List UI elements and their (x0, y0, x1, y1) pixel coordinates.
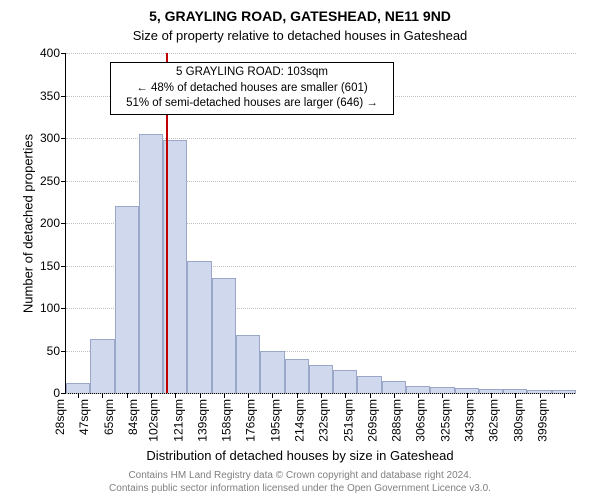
x-tick-label: 325sqm (438, 399, 452, 442)
x-tick-mark (248, 393, 249, 398)
y-tick-mark (61, 266, 66, 267)
y-tick-mark (61, 181, 66, 182)
x-tick-mark (467, 393, 468, 398)
histogram-bar (357, 376, 381, 393)
x-tick-mark (418, 393, 419, 398)
x-tick-mark (394, 393, 395, 398)
y-tick-label: 350 (40, 89, 60, 103)
footer-line1: Contains HM Land Registry data © Crown c… (0, 470, 600, 481)
histogram-bar (187, 261, 211, 393)
histogram-bar (382, 381, 406, 393)
x-tick-label: 28sqm (53, 399, 67, 435)
x-axis-label: Distribution of detached houses by size … (0, 448, 600, 463)
x-tick-mark (515, 393, 516, 398)
x-tick-label: 306sqm (414, 399, 428, 442)
x-tick-label: 362sqm (487, 399, 501, 442)
y-tick-label: 50 (47, 344, 60, 358)
y-tick-label: 250 (40, 174, 60, 188)
x-tick-mark (272, 393, 273, 398)
x-tick-mark (102, 393, 103, 398)
x-tick-mark (151, 393, 152, 398)
x-tick-mark (200, 393, 201, 398)
x-tick-mark (345, 393, 346, 398)
x-tick-mark (175, 393, 176, 398)
x-tick-label: 102sqm (147, 399, 161, 442)
x-tick-label: 269sqm (365, 399, 379, 442)
x-tick-label: 47sqm (77, 399, 91, 435)
annotation-line3: 51% of semi-detached houses are larger (… (115, 96, 389, 112)
annotation-line2: ← 48% of detached houses are smaller (60… (115, 81, 389, 97)
y-tick-label: 300 (40, 131, 60, 145)
x-tick-label: 288sqm (390, 399, 404, 442)
x-tick-label: 65sqm (102, 399, 116, 435)
x-tick-label: 176sqm (244, 399, 258, 442)
x-tick-mark (297, 393, 298, 398)
y-tick-mark (61, 96, 66, 97)
x-tick-label: 232sqm (317, 399, 331, 442)
histogram-bar (90, 339, 114, 393)
x-tick-label: 343sqm (463, 399, 477, 442)
histogram-bar (406, 386, 430, 393)
annotation-line1: 5 GRAYLING ROAD: 103sqm (115, 65, 389, 81)
gridline (66, 53, 576, 54)
histogram-bar (115, 206, 139, 393)
y-tick-mark (61, 351, 66, 352)
x-tick-mark (564, 393, 565, 398)
chart-title-line2: Size of property relative to detached ho… (0, 28, 600, 43)
y-tick-label: 0 (53, 386, 60, 400)
histogram-bar (139, 134, 163, 393)
x-tick-label: 214sqm (293, 399, 307, 442)
y-tick-label: 400 (40, 46, 60, 60)
x-tick-mark (540, 393, 541, 398)
y-axis-label: Number of detached properties (21, 124, 36, 324)
x-tick-mark (224, 393, 225, 398)
x-tick-label: 195sqm (268, 399, 282, 442)
y-tick-mark (61, 308, 66, 309)
y-tick-mark (61, 223, 66, 224)
x-tick-mark (491, 393, 492, 398)
annotation-box: 5 GRAYLING ROAD: 103sqm ← 48% of detache… (110, 62, 394, 115)
x-tick-mark (78, 393, 79, 398)
y-tick-mark (61, 53, 66, 54)
x-tick-label: 121sqm (171, 399, 185, 442)
x-tick-label: 399sqm (535, 399, 549, 442)
x-tick-label: 84sqm (126, 399, 140, 435)
chart-container: 5, GRAYLING ROAD, GATESHEAD, NE11 9ND Si… (0, 0, 600, 500)
y-tick-mark (61, 393, 66, 394)
x-tick-mark (127, 393, 128, 398)
x-tick-label: 251sqm (341, 399, 355, 442)
histogram-bar (66, 383, 90, 393)
histogram-bar (236, 335, 260, 393)
y-tick-label: 100 (40, 301, 60, 315)
x-tick-label: 380sqm (511, 399, 525, 442)
chart-title-line1: 5, GRAYLING ROAD, GATESHEAD, NE11 9ND (0, 8, 600, 24)
y-tick-label: 150 (40, 259, 60, 273)
y-tick-mark (61, 138, 66, 139)
x-tick-mark (370, 393, 371, 398)
x-tick-label: 139sqm (195, 399, 209, 442)
x-tick-mark (442, 393, 443, 398)
histogram-bar (260, 351, 284, 394)
histogram-bar (309, 365, 333, 393)
x-tick-mark (321, 393, 322, 398)
x-tick-label: 158sqm (220, 399, 234, 442)
y-tick-label: 200 (40, 216, 60, 230)
histogram-bar (333, 370, 357, 393)
histogram-bar (285, 359, 309, 393)
footer-line2: Contains public sector information licen… (0, 483, 600, 494)
histogram-bar (212, 278, 236, 393)
